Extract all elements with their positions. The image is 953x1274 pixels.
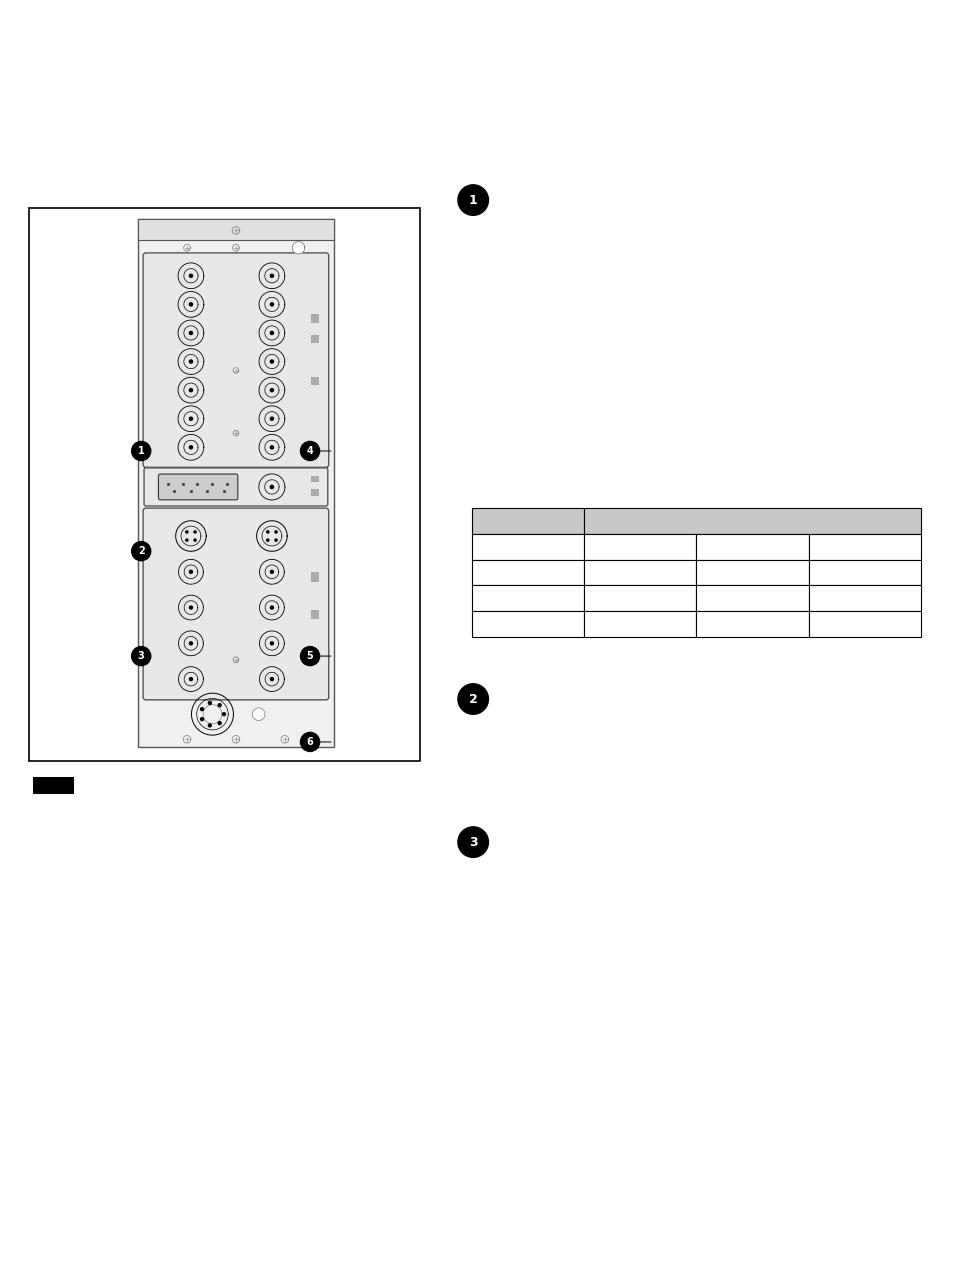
Circle shape bbox=[267, 539, 269, 541]
Circle shape bbox=[190, 331, 193, 335]
Bar bbox=[29, 208, 419, 761]
Bar bbox=[807, 559, 920, 586]
FancyBboxPatch shape bbox=[144, 468, 328, 506]
Circle shape bbox=[457, 185, 488, 215]
Bar bbox=[696, 534, 807, 559]
Circle shape bbox=[457, 684, 488, 715]
Text: 4: 4 bbox=[306, 446, 314, 456]
Circle shape bbox=[218, 721, 221, 725]
Text: 2: 2 bbox=[468, 693, 477, 706]
Bar bbox=[807, 612, 920, 637]
Bar bbox=[696, 586, 807, 612]
Circle shape bbox=[190, 446, 193, 448]
Bar bbox=[312, 315, 318, 322]
Circle shape bbox=[270, 361, 274, 363]
Text: 3: 3 bbox=[468, 836, 477, 848]
Circle shape bbox=[222, 712, 225, 716]
Text: 6: 6 bbox=[306, 736, 314, 747]
Bar bbox=[807, 534, 920, 559]
Circle shape bbox=[270, 606, 274, 609]
Circle shape bbox=[252, 708, 265, 721]
Bar bbox=[807, 586, 920, 612]
Circle shape bbox=[270, 571, 274, 573]
Bar bbox=[312, 475, 318, 482]
Circle shape bbox=[300, 441, 319, 460]
Circle shape bbox=[190, 417, 193, 420]
Bar bbox=[583, 612, 696, 637]
Bar bbox=[138, 219, 334, 240]
Circle shape bbox=[190, 361, 193, 363]
Circle shape bbox=[270, 485, 274, 488]
Bar bbox=[312, 377, 318, 385]
Circle shape bbox=[190, 303, 193, 306]
Circle shape bbox=[270, 678, 274, 680]
Bar bbox=[312, 572, 318, 582]
Circle shape bbox=[274, 539, 276, 541]
Circle shape bbox=[190, 606, 193, 609]
Bar bbox=[33, 777, 74, 795]
Circle shape bbox=[270, 417, 274, 420]
Bar bbox=[696, 559, 807, 586]
FancyBboxPatch shape bbox=[143, 508, 329, 699]
Circle shape bbox=[270, 274, 274, 278]
FancyBboxPatch shape bbox=[158, 474, 237, 499]
Circle shape bbox=[190, 571, 193, 573]
Bar bbox=[138, 219, 334, 747]
Circle shape bbox=[190, 642, 193, 645]
Bar bbox=[472, 586, 583, 612]
Bar bbox=[472, 612, 583, 637]
Circle shape bbox=[193, 531, 196, 533]
Circle shape bbox=[186, 531, 188, 533]
Circle shape bbox=[200, 717, 203, 721]
Circle shape bbox=[186, 539, 188, 541]
Circle shape bbox=[208, 702, 212, 705]
Circle shape bbox=[457, 827, 488, 857]
Bar bbox=[472, 508, 583, 534]
Circle shape bbox=[132, 441, 151, 460]
Bar bbox=[583, 508, 920, 534]
Circle shape bbox=[270, 303, 274, 306]
Text: 5: 5 bbox=[306, 651, 314, 661]
Circle shape bbox=[270, 642, 274, 645]
Circle shape bbox=[292, 242, 304, 254]
Text: 2: 2 bbox=[137, 547, 145, 557]
Circle shape bbox=[270, 446, 274, 448]
Circle shape bbox=[274, 531, 276, 533]
Bar bbox=[472, 559, 583, 586]
Bar bbox=[696, 612, 807, 637]
Circle shape bbox=[190, 678, 193, 680]
Circle shape bbox=[190, 274, 193, 278]
Circle shape bbox=[218, 703, 221, 707]
Text: 1: 1 bbox=[137, 446, 145, 456]
Bar bbox=[312, 489, 318, 496]
Circle shape bbox=[190, 389, 193, 391]
Circle shape bbox=[267, 531, 269, 533]
Circle shape bbox=[300, 646, 319, 665]
Bar bbox=[312, 335, 318, 344]
Circle shape bbox=[270, 331, 274, 335]
Circle shape bbox=[200, 707, 203, 711]
Circle shape bbox=[132, 646, 151, 665]
Circle shape bbox=[193, 539, 196, 541]
Circle shape bbox=[300, 733, 319, 752]
Bar bbox=[472, 534, 583, 559]
Circle shape bbox=[270, 389, 274, 391]
Text: 1: 1 bbox=[468, 194, 477, 206]
Bar bbox=[583, 586, 696, 612]
Circle shape bbox=[208, 724, 212, 727]
Bar bbox=[583, 534, 696, 559]
Circle shape bbox=[132, 541, 151, 561]
Bar bbox=[312, 609, 318, 619]
Bar bbox=[583, 559, 696, 586]
FancyBboxPatch shape bbox=[143, 254, 329, 468]
Text: 3: 3 bbox=[137, 651, 145, 661]
